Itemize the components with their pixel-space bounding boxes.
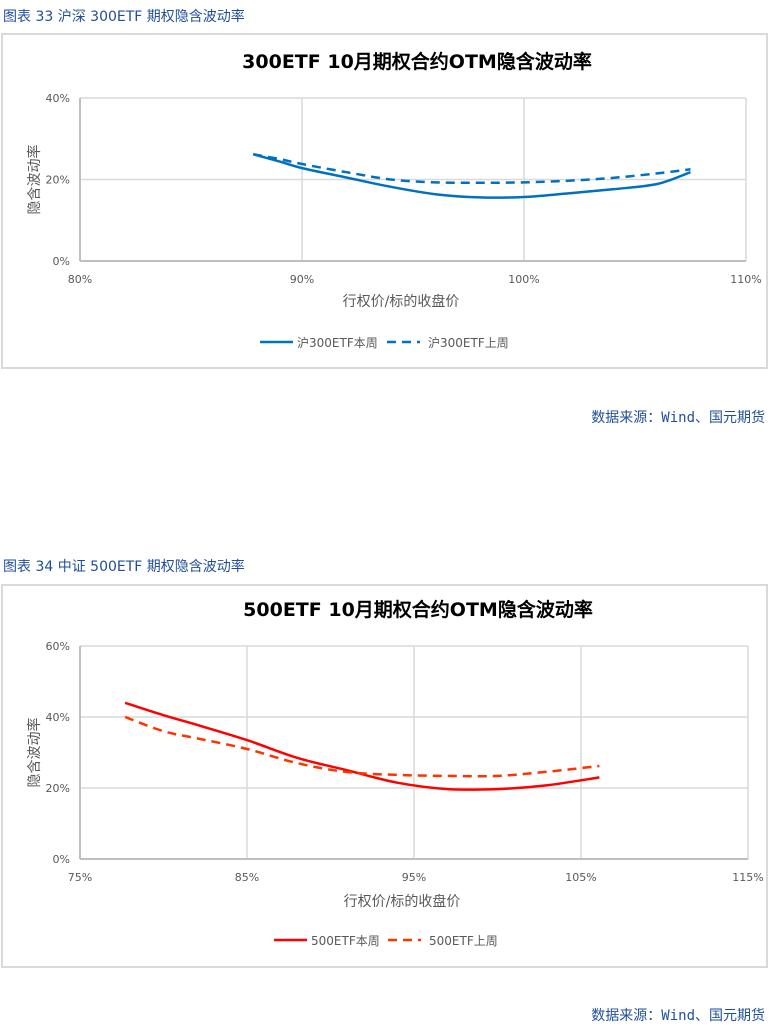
y-tick-label: 0% [53,853,70,866]
y-tick-label: 0% [53,255,70,268]
legend-label: 500ETF上周 [429,934,498,948]
chart-title: 500ETF 10月期权合约OTM隐含波动率 [243,598,593,621]
x-tick-label: 85% [235,871,259,884]
legend-label: 500ETF本周 [311,934,380,948]
data-source: 数据来源：Wind、国元期货 [591,1008,765,1024]
series-current-week [252,153,691,199]
grid [79,645,749,860]
chart-title: 300ETF 10月期权合约OTM隐含波动率 [242,50,592,73]
figure-caption: 图表 34 中证 500ETF 期权隐含波动率 [3,559,245,575]
series-current-week [124,701,600,791]
x-tick-label: 110% [730,273,761,286]
x-tick-label: 95% [402,871,426,884]
y-axis-label: 隐含波动率 [26,145,43,215]
line-chart: 300ETF 10月期权合约OTM隐含波动率 80% 90% 100% 110% 0% 20… [26,50,762,350]
legend: 沪300ETF本周 沪300ETF上周 [260,336,509,350]
x-tick-label: 80% [68,273,92,286]
x-tick-label: 75% [68,871,92,884]
data-source: 数据来源：Wind、国元期货 [591,410,765,426]
y-tick-label: 20% [46,782,70,795]
figure-caption: 图表 33 沪深 300ETF 期权隐含波动率 [3,9,245,25]
y-tick-label: 40% [46,92,70,105]
y-tick-label: 40% [46,711,70,724]
chart-frame: 500ETF 10月期权合约OTM隐含波动率 75% 85% 95% 105% 115% 0… [1,584,768,968]
line-chart: 500ETF 10月期权合约OTM隐含波动率 75% 85% 95% 105% 115% 0… [26,598,764,948]
legend-label: 沪300ETF上周 [428,336,509,350]
x-tick-label: 100% [508,273,539,286]
chart-frame: 300ETF 10月期权合约OTM隐含波动率 80% 90% 100% 110% 0% 20… [1,33,768,369]
series-previous-week [124,715,600,778]
y-tick-label: 20% [46,174,70,187]
y-tick-label: 60% [46,640,70,653]
x-axis-label: 行权价/标的收盘价 [344,893,461,910]
x-tick-label: 115% [732,871,763,884]
x-tick-label: 105% [565,871,596,884]
legend-label: 沪300ETF本周 [297,336,378,350]
y-axis-label: 隐含波动率 [26,718,43,788]
x-tick-label: 90% [290,273,314,286]
grid [79,97,747,262]
legend: 500ETF本周 500ETF上周 [274,934,498,948]
series-previous-week [252,152,691,185]
x-axis-label: 行权价/标的收盘价 [343,293,460,310]
